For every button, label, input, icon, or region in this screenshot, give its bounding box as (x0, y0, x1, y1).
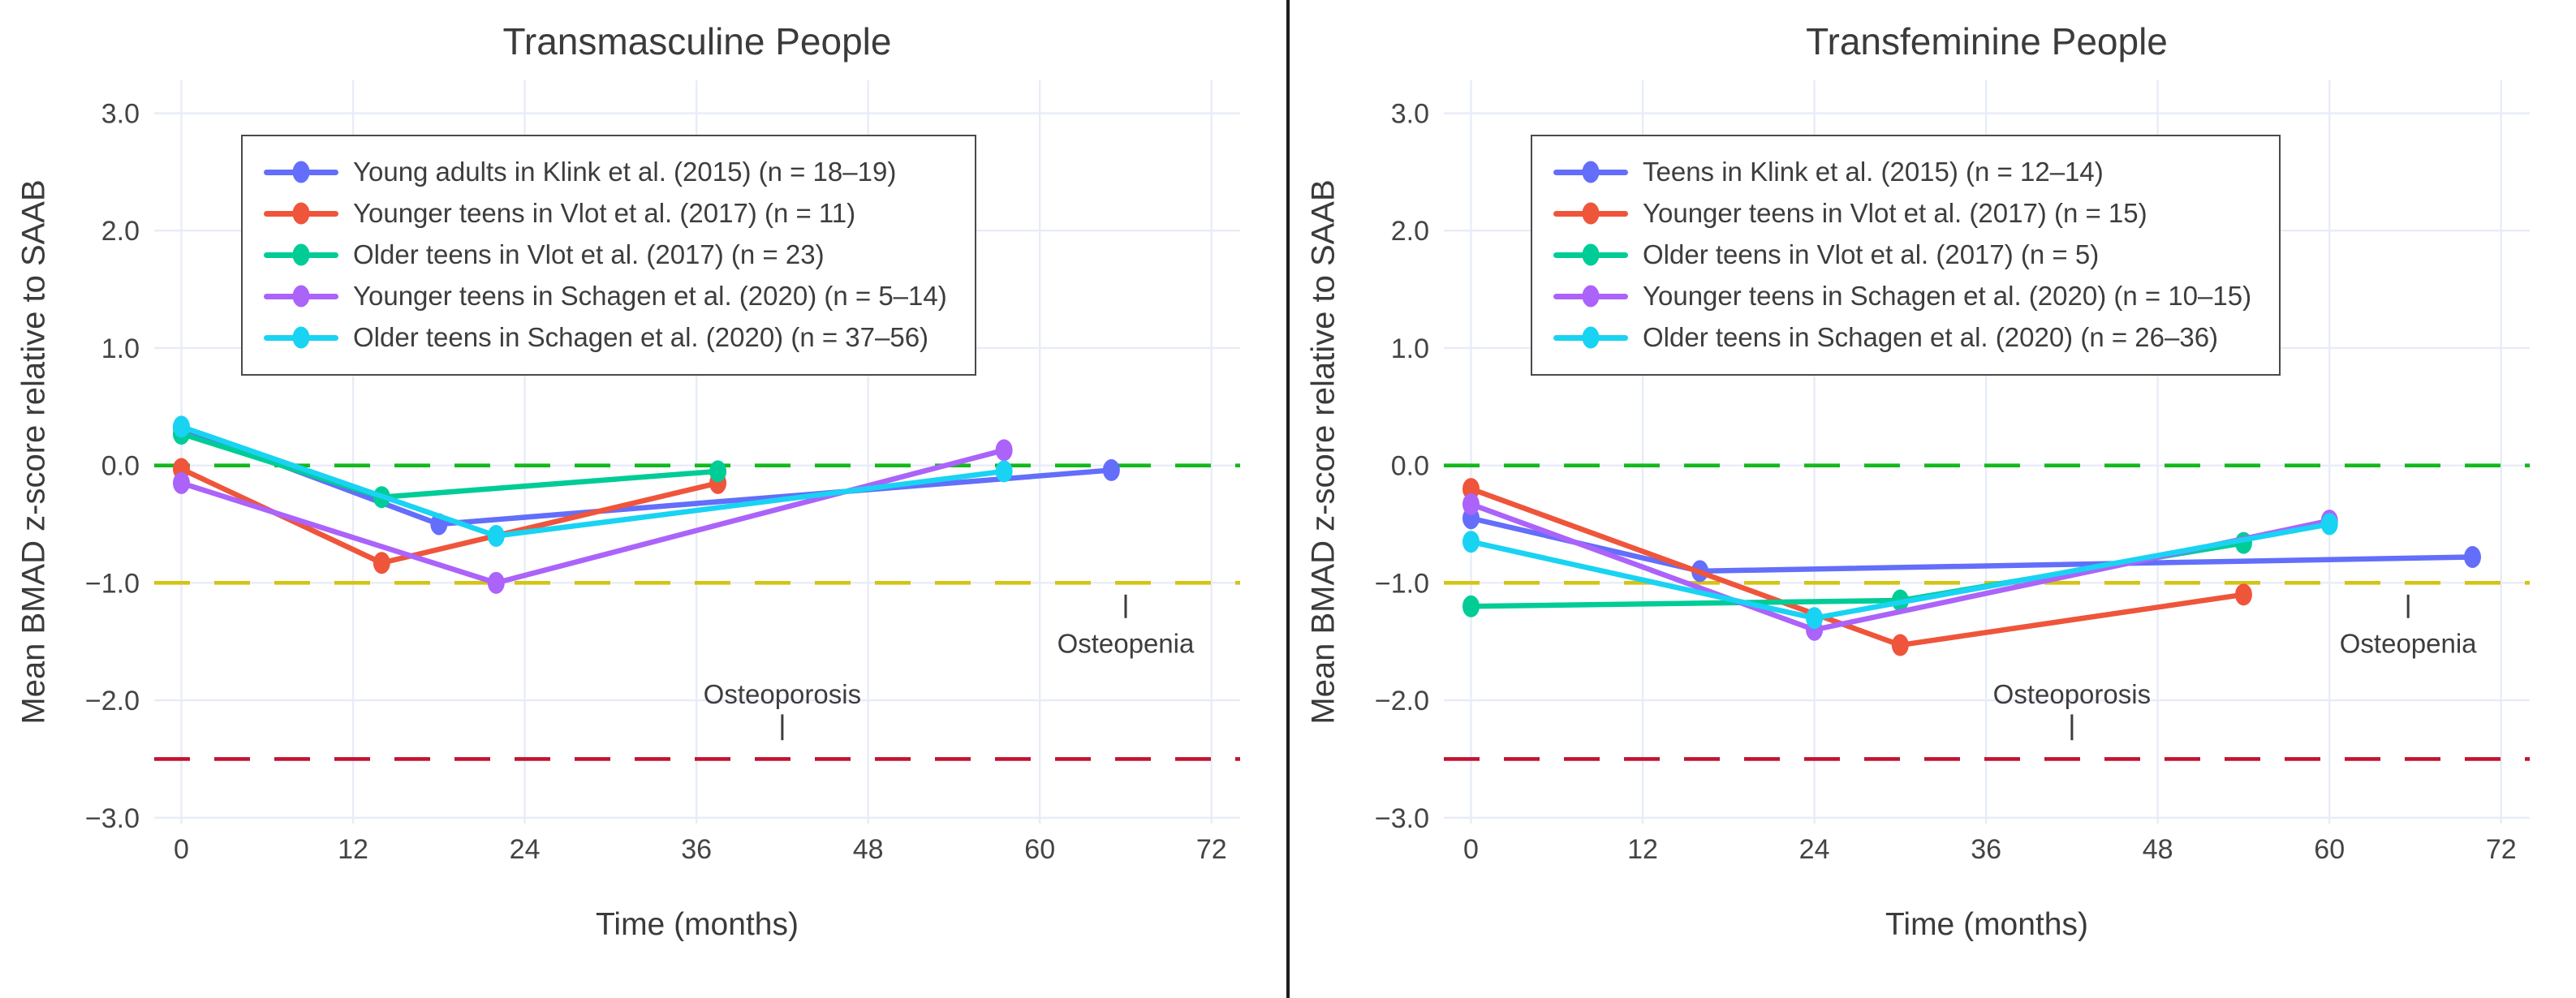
y-tick-label: −3.0 (1375, 803, 1429, 834)
legend-item-3[interactable]: Younger teens in Schagen et al. (2020) (… (264, 280, 947, 312)
x-tick-label: 60 (2314, 834, 2345, 865)
legend-item-4[interactable]: Older teens in Schagen et al. (2020) (n … (264, 321, 947, 353)
legend-transfeminine: Teens in Klink et al. (2015) (n = 12–14)… (1531, 135, 2281, 376)
legend-item-1[interactable]: Younger teens in Vlot et al. (2017) (n =… (1553, 197, 2251, 229)
legend-item-label: Older teens in Vlot et al. (2017) (n = 5… (1643, 239, 2100, 269)
data-point[interactable] (1462, 531, 1480, 553)
x-tick-label: 36 (681, 834, 712, 865)
legend-item-2[interactable]: Older teens in Vlot et al. (2017) (n = 2… (264, 239, 947, 270)
data-point[interactable] (1462, 478, 1480, 501)
legend-line-marker-swatch (264, 169, 338, 175)
x-tick-label: 48 (2143, 834, 2173, 865)
legend-item-label: Younger teens in Schagen et al. (2020) (… (353, 280, 947, 311)
y-tick-label: −1.0 (1375, 568, 1429, 599)
data-point[interactable] (373, 552, 390, 574)
legend-line-marker-swatch (1553, 169, 1628, 175)
legend-item-4[interactable]: Older teens in Schagen et al. (2020) (n … (1553, 321, 2251, 353)
x-tick-label: 36 (1971, 834, 2001, 865)
legend-item-label: Older teens in Schagen et al. (2020) (n … (353, 321, 929, 352)
panel-transfeminine: 0 12 24 36 48 60 72 3.0 2.0 1.0 0.0 −1.0 −2.0 −3.0 Ost… (1290, 0, 2576, 998)
data-point[interactable] (172, 415, 190, 438)
legend-item-0[interactable]: Young adults in Klink et al. (2015) (n =… (264, 157, 947, 187)
y-tick-label: 0.0 (1391, 451, 1429, 482)
legend-line-marker-swatch (1553, 252, 1628, 258)
x-axis-title: Time (months) (1885, 907, 2088, 942)
annotation-osteopenia: Osteopenia (2340, 629, 2477, 659)
data-point[interactable] (2320, 513, 2338, 536)
legend-item-0[interactable]: Teens in Klink et al. (2015) (n = 12–14) (1553, 157, 2251, 187)
annotation-osteopenia: Osteopenia (1058, 629, 1195, 659)
y-axis-title: Mean BMAD z-score relative to SAAB (1305, 179, 1342, 725)
legend-line-marker-swatch (1553, 334, 1628, 341)
x-tick-label: 12 (338, 834, 368, 865)
legend-line-marker-swatch (264, 210, 338, 217)
data-point[interactable] (1891, 634, 1909, 656)
data-point[interactable] (487, 524, 505, 547)
legend-item-label: Younger teens in Vlot et al. (2017) (n =… (353, 197, 856, 228)
data-point[interactable] (2463, 546, 2481, 569)
legend-item-1[interactable]: Younger teens in Vlot et al. (2017) (n =… (264, 197, 947, 229)
data-point[interactable] (172, 471, 190, 494)
y-tick-label: −3.0 (85, 803, 140, 834)
x-tick-label: 72 (1196, 834, 1227, 865)
data-point[interactable] (1806, 607, 1824, 630)
y-tick-label: 1.0 (101, 333, 140, 364)
transfeminine-plot-svg: 0 12 24 36 48 60 72 3.0 2.0 1.0 0.0 −1.0 −2.0 −3.0 Ost… (1375, 80, 2530, 865)
panel-title-transmasculine: Transmasculine People (502, 20, 892, 62)
x-tick-label: 24 (1799, 834, 1830, 865)
y-tick-label: 2.0 (1391, 216, 1429, 247)
legend-item-label: Teens in Klink et al. (2015) (n = 12–14) (1643, 157, 2104, 187)
x-tick-label: 24 (510, 834, 541, 865)
x-tick-label: 0 (174, 834, 189, 865)
data-point[interactable] (995, 460, 1013, 483)
legend-line-marker-swatch (1553, 210, 1628, 217)
y-tick-label: 3.0 (101, 99, 140, 130)
legend-item-label: Younger teens in Vlot et al. (2017) (n =… (1643, 197, 2147, 228)
y-tick-label: 0.0 (101, 451, 140, 482)
annotation-osteoporosis: Osteoporosis (1993, 679, 2151, 709)
legend-line-marker-swatch (1553, 293, 1628, 299)
legend-line-marker-swatch (264, 252, 338, 258)
panel-transmasculine: 0 12 24 36 48 60 72 3.0 2.0 1.0 0.0 −1.0 −2.0 −3.0 Ost… (0, 0, 1286, 998)
data-point[interactable] (487, 571, 505, 594)
y-tick-label: 3.0 (1391, 99, 1429, 130)
panel-divider (1286, 0, 1290, 998)
data-point[interactable] (1462, 595, 1480, 617)
x-axis-title: Time (months) (596, 907, 799, 942)
data-point[interactable] (995, 439, 1013, 462)
data-point[interactable] (709, 460, 727, 483)
legend-line-marker-swatch (264, 293, 338, 299)
legend-item-3[interactable]: Younger teens in Schagen et al. (2020) (… (1553, 280, 2252, 312)
legend-item-label: Older teens in Schagen et al. (2020) (n … (1643, 321, 2219, 352)
x-tick-label: 72 (2486, 834, 2517, 865)
y-tick-label: 2.0 (101, 216, 140, 247)
data-point[interactable] (1462, 493, 1480, 515)
legend-item-label: Young adults in Klink et al. (2015) (n =… (353, 157, 897, 187)
y-tick-label: −2.0 (85, 686, 140, 716)
y-tick-label: 1.0 (1391, 333, 1429, 364)
panel-title-transfeminine: Transfeminine People (1806, 20, 2168, 62)
data-point[interactable] (2234, 583, 2252, 606)
legend-item-label: Younger teens in Schagen et al. (2020) (… (1643, 280, 2252, 311)
x-tick-label: 60 (1024, 834, 1055, 865)
annotation-osteoporosis: Osteoporosis (704, 679, 861, 709)
legend-transmasculine: Young adults in Klink et al. (2015) (n =… (241, 135, 976, 376)
y-tick-label: −1.0 (85, 568, 140, 599)
legend-line-marker-swatch (264, 334, 338, 341)
x-tick-label: 48 (853, 834, 884, 865)
x-tick-label: 12 (1627, 834, 1658, 865)
legend-item-2[interactable]: Older teens in Vlot et al. (2017) (n = 5… (1553, 239, 2251, 270)
y-axis-title: Mean BMAD z-score relative to SAAB (15, 179, 52, 725)
transmasculine-plot-svg: 0 12 24 36 48 60 72 3.0 2.0 1.0 0.0 −1.0 −2.0 −3.0 Ost… (85, 80, 1240, 865)
data-point[interactable] (1102, 458, 1120, 481)
series-line-2 (1468, 540, 2246, 609)
legend-item-label: Older teens in Vlot et al. (2017) (n = 2… (353, 239, 825, 269)
y-tick-label: −2.0 (1375, 686, 1429, 716)
x-tick-label: 0 (1463, 834, 1479, 865)
